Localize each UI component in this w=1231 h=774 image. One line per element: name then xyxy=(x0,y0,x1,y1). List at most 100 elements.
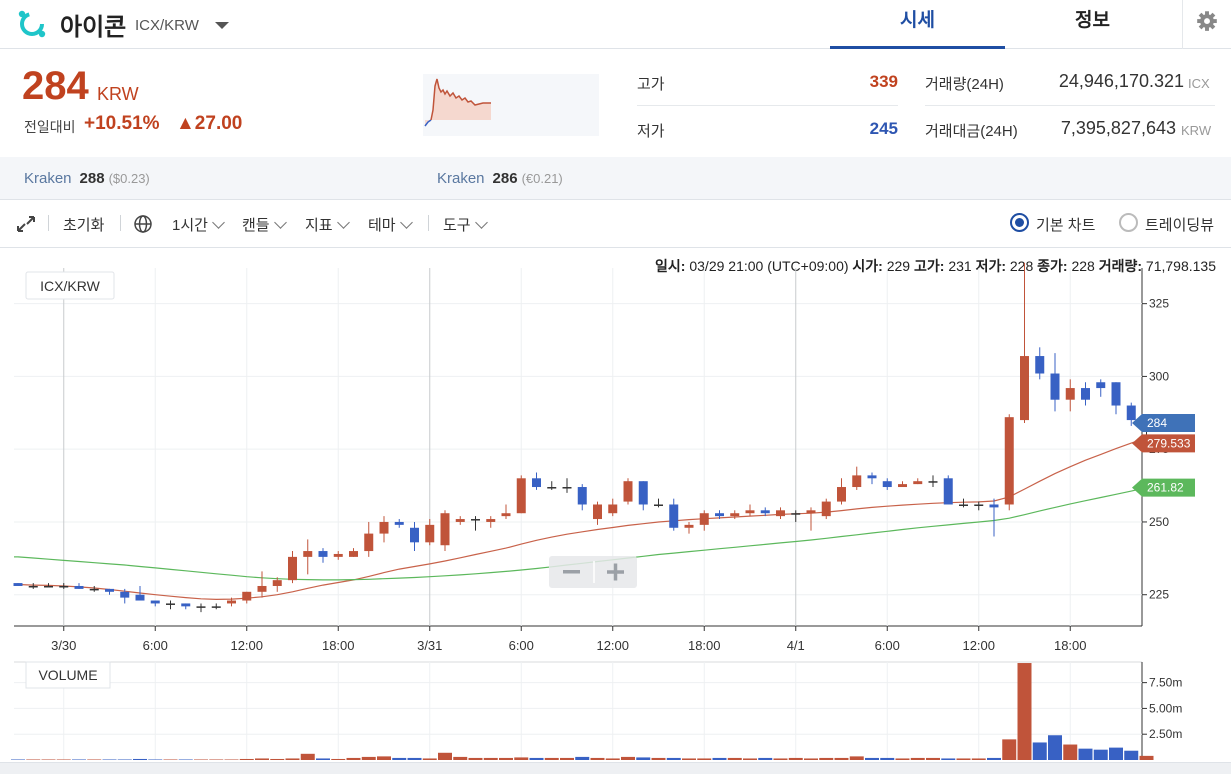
volume-bar xyxy=(361,756,376,760)
ma-short-line xyxy=(17,437,1147,601)
price-unit: KRW xyxy=(97,84,139,104)
low-label: 저가 xyxy=(637,123,665,140)
radio-basic-chart[interactable] xyxy=(1010,213,1029,232)
volume-bar xyxy=(270,758,285,760)
volume-bar xyxy=(910,757,925,760)
candle-label: 캔들 xyxy=(242,217,270,234)
volume-bar xyxy=(834,757,849,760)
x-tick-label: 3/30 xyxy=(51,638,76,653)
globe-icon[interactable] xyxy=(133,214,153,234)
gear-icon[interactable] xyxy=(1182,0,1231,49)
candle-body xyxy=(1065,388,1075,400)
candle-body xyxy=(745,510,755,514)
candle-body xyxy=(943,478,953,505)
candle-body xyxy=(577,487,587,505)
candle-body xyxy=(1020,356,1029,421)
radio-basic-chart-label: 기본 차트 xyxy=(1036,217,1096,234)
candle-body xyxy=(318,551,328,557)
zoom-in-icon[interactable] xyxy=(607,563,624,581)
volume-bar xyxy=(316,758,330,760)
x-tick-label: 6:00 xyxy=(143,638,168,653)
candle-body xyxy=(791,513,801,515)
candle-body xyxy=(867,475,877,479)
tools-dropdown[interactable]: 도구 xyxy=(443,214,488,235)
theme-dropdown[interactable]: 테마 xyxy=(368,214,413,235)
volume-bar xyxy=(849,756,864,760)
volume-bar xyxy=(1078,748,1093,760)
volume-bar xyxy=(300,753,315,760)
reset-button[interactable]: 초기화 xyxy=(63,217,105,234)
coin-name: 아이콘 xyxy=(60,14,127,41)
exchange-eur[interactable]: Kraken 286 (€0.21) xyxy=(437,170,563,187)
fullscreen-icon[interactable] xyxy=(16,215,36,233)
volume-title-frame xyxy=(25,661,111,689)
ma-long-value-tag-shape xyxy=(1132,478,1195,497)
interval-label: 1시간 xyxy=(172,217,208,234)
volume-bar xyxy=(590,757,605,760)
candle-body xyxy=(74,585,84,589)
candle-body xyxy=(806,510,816,514)
volume-bar xyxy=(971,758,986,760)
volume-bar xyxy=(941,758,956,760)
candle-body xyxy=(410,527,419,543)
ma-long-value-tag: 261.82 xyxy=(1132,478,1195,497)
exchange-sub: (€0.21) xyxy=(521,171,563,186)
candle-body xyxy=(715,513,724,517)
ma-long-value-tag-text: 261.82 xyxy=(1147,481,1184,495)
x-tick-label: 18:00 xyxy=(322,638,355,653)
current-price: 284 xyxy=(22,64,89,108)
info-open: 229 xyxy=(886,258,911,274)
volume-bar xyxy=(987,757,1001,760)
icon-coin-logo xyxy=(18,10,46,38)
candle-body xyxy=(59,585,69,588)
exchange-usd[interactable]: Kraken 288 ($0.23) xyxy=(24,170,150,187)
info-high-label: 고가: xyxy=(913,258,945,274)
chevron-down-icon[interactable] xyxy=(212,17,232,33)
candle-body xyxy=(349,551,358,557)
candle-body xyxy=(13,583,23,586)
indicator-dropdown[interactable]: 지표 xyxy=(305,214,350,235)
volume-bar xyxy=(87,759,102,760)
radio-tradingview[interactable] xyxy=(1119,213,1138,232)
interval-dropdown[interactable]: 1시간 xyxy=(172,214,225,235)
candle-body xyxy=(272,580,282,586)
info-close-label: 종가: xyxy=(1037,258,1068,274)
candle-body xyxy=(776,510,785,517)
candle-body xyxy=(852,475,862,488)
tools-label: 도구 xyxy=(443,217,471,234)
volume-bar xyxy=(926,757,940,760)
ma-short-value-tag-text: 279.533 xyxy=(1147,436,1191,450)
theme-label: 테마 xyxy=(368,217,396,234)
zoom-control[interactable] xyxy=(549,556,637,588)
candle-body xyxy=(1096,382,1106,389)
volume-bar xyxy=(819,757,834,760)
candle-body xyxy=(699,513,709,525)
x-tick-label: 4/1 xyxy=(787,638,805,653)
candle-body xyxy=(882,481,892,488)
tab-info[interactable]: 정보 xyxy=(1075,10,1110,31)
info-date: 03/29 21:00 (UTC+09:00) xyxy=(689,258,849,274)
tab-price[interactable]: 시세 xyxy=(830,0,1005,49)
volume-bar xyxy=(865,757,879,760)
volume-bar xyxy=(788,757,803,760)
candle-body xyxy=(120,591,130,598)
volume-bar xyxy=(407,757,422,760)
candle-body xyxy=(242,591,252,601)
volume-bar xyxy=(72,759,86,760)
candle-body xyxy=(425,524,435,543)
zoom-out-icon[interactable] xyxy=(563,570,580,574)
current-price-tag: 284 xyxy=(1132,413,1195,432)
candle-body xyxy=(913,481,923,485)
candle-body xyxy=(760,510,770,514)
candle-body xyxy=(837,487,846,502)
volume-bar xyxy=(377,756,391,760)
candle-body xyxy=(959,504,968,506)
candle-body xyxy=(196,606,206,608)
info-low-label: 저가: xyxy=(975,258,1006,274)
candle-dropdown[interactable]: 캔들 xyxy=(242,214,287,235)
candle-body xyxy=(150,600,160,604)
volume-bar xyxy=(621,756,635,760)
volume-bar xyxy=(1048,735,1062,760)
volume-bar xyxy=(209,759,224,760)
